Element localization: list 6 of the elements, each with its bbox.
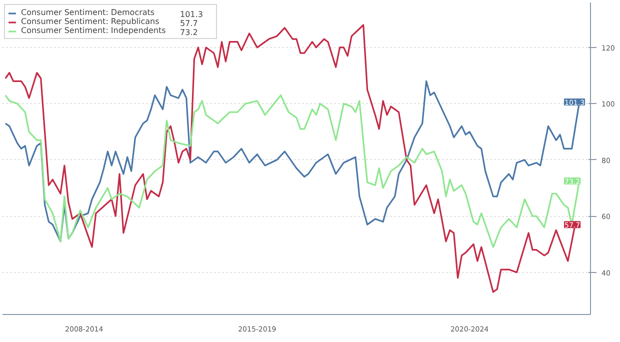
- legend-label: Consumer Sentiment: Republicans: [21, 17, 160, 26]
- text: 57.7: [180, 19, 198, 28]
- text: 73.2: [180, 28, 198, 37]
- legend-label: Consumer Sentiment: Independents: [21, 26, 166, 35]
- text: 101.3: [180, 10, 203, 19]
- legend-label: Consumer Sentiment: Democrats: [21, 8, 155, 17]
